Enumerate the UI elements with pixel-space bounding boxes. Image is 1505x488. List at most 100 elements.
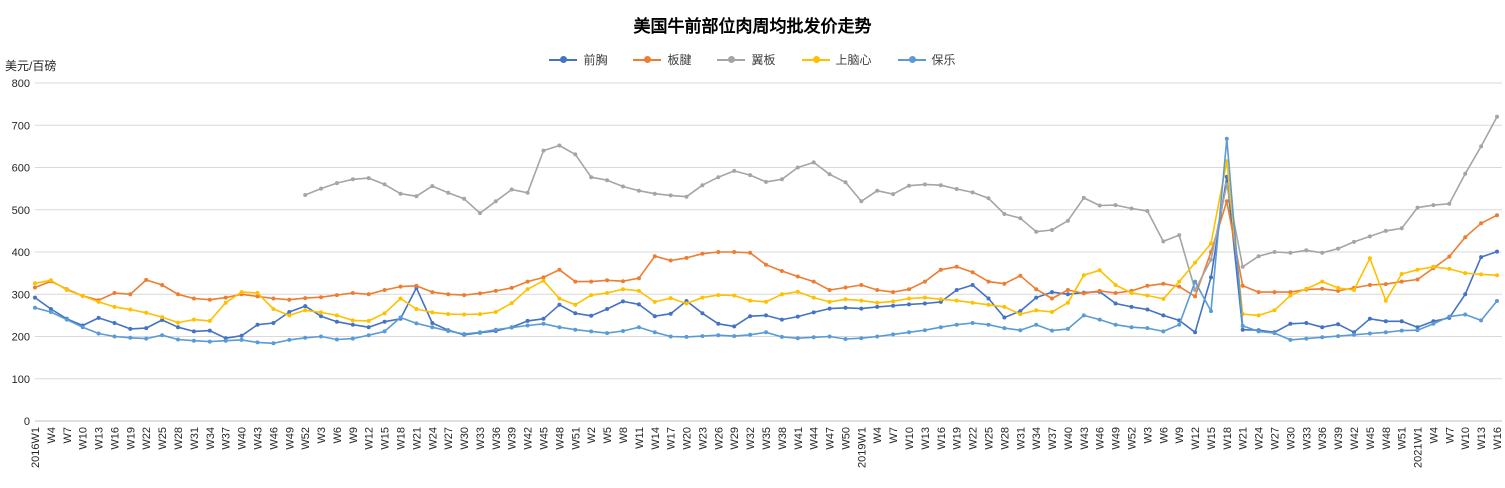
data-point xyxy=(779,269,784,273)
data-point xyxy=(144,326,149,331)
data-point xyxy=(652,254,657,259)
x-tick-label: W33 xyxy=(475,427,487,450)
data-point xyxy=(319,186,323,191)
data-point xyxy=(541,316,546,321)
data-point xyxy=(986,296,991,301)
data-point xyxy=(1034,322,1039,327)
data-point xyxy=(350,291,355,295)
data-point xyxy=(176,337,180,342)
data-point xyxy=(160,318,165,322)
data-point xyxy=(573,311,578,316)
data-point xyxy=(382,288,387,292)
data-point xyxy=(716,175,721,180)
data-point xyxy=(1272,290,1277,295)
x-tick-label: W27 xyxy=(1270,427,1282,450)
data-point xyxy=(954,264,959,269)
data-point xyxy=(1050,296,1054,301)
data-point xyxy=(334,319,339,324)
data-point xyxy=(478,291,482,296)
data-point xyxy=(1272,331,1277,336)
page-title: 美国牛前部位肉周均批发价走势 xyxy=(633,17,872,36)
data-point xyxy=(207,297,212,302)
data-point xyxy=(875,300,880,305)
data-point xyxy=(1034,229,1039,234)
x-tick-label: W28 xyxy=(173,427,185,450)
data-point xyxy=(1050,310,1054,314)
data-point xyxy=(716,293,721,298)
data-point xyxy=(970,300,975,305)
x-tick-label: W46 xyxy=(1095,427,1107,450)
data-point xyxy=(478,211,482,216)
data-point xyxy=(938,183,943,188)
x-tick-label: W3 xyxy=(316,427,328,444)
data-point xyxy=(1193,294,1198,299)
y-tick-label: 400 xyxy=(12,247,30,259)
x-tick-label: W12 xyxy=(364,427,376,450)
data-point xyxy=(1002,326,1007,331)
x-tick-label: W33 xyxy=(1301,427,1313,450)
data-point xyxy=(414,321,419,326)
data-point xyxy=(414,283,419,288)
x-tick-label: W23 xyxy=(697,427,709,450)
data-point xyxy=(1065,300,1070,305)
data-point xyxy=(827,299,832,304)
data-point xyxy=(1320,250,1325,255)
data-point xyxy=(1256,329,1261,334)
data-point xyxy=(922,295,927,300)
data-point xyxy=(303,193,308,197)
data-point xyxy=(112,291,117,295)
data-point xyxy=(764,262,768,267)
data-point xyxy=(668,296,673,301)
data-point xyxy=(1352,332,1356,337)
data-point xyxy=(1145,326,1150,331)
data-point xyxy=(223,295,228,300)
data-point xyxy=(96,331,101,336)
data-point xyxy=(1383,228,1388,233)
data-point xyxy=(764,179,768,184)
data-point xyxy=(1177,279,1182,284)
x-tick-label: W22 xyxy=(968,427,980,450)
data-point xyxy=(907,287,911,292)
data-point xyxy=(1256,254,1261,259)
data-point xyxy=(557,325,562,330)
data-point xyxy=(891,290,896,295)
data-point xyxy=(509,285,514,290)
data-point xyxy=(938,325,943,330)
data-point xyxy=(986,279,991,284)
data-point xyxy=(1463,235,1468,240)
data-point xyxy=(525,287,530,292)
data-point xyxy=(1193,279,1198,284)
data-point xyxy=(1288,337,1293,342)
data-point xyxy=(605,331,610,336)
x-tick-label: W10 xyxy=(904,427,916,450)
data-point xyxy=(589,329,594,334)
x-tick-label: W27 xyxy=(443,427,455,450)
data-point xyxy=(319,314,323,319)
data-point xyxy=(271,307,276,311)
x-tick-label: W4 xyxy=(1428,427,1440,444)
data-point xyxy=(1097,268,1102,273)
data-point xyxy=(938,297,943,302)
data-point xyxy=(1431,264,1436,269)
data-point xyxy=(160,315,165,320)
legend-item-3: 上脑心 xyxy=(801,51,872,68)
data-point xyxy=(859,306,864,311)
data-point xyxy=(843,180,848,185)
data-point xyxy=(1352,288,1356,292)
data-point xyxy=(1065,218,1070,223)
data-point xyxy=(509,325,514,330)
data-point xyxy=(493,288,498,293)
data-point xyxy=(1129,206,1134,211)
data-point xyxy=(80,293,85,298)
data-point xyxy=(398,315,403,320)
data-point xyxy=(48,307,53,311)
legend-label: 板腱 xyxy=(667,53,692,67)
y-tick-label: 300 xyxy=(12,289,30,301)
x-tick-label: W40 xyxy=(1063,427,1075,450)
data-point xyxy=(33,285,37,290)
x-tick-label: W35 xyxy=(761,427,773,450)
data-point xyxy=(1050,290,1054,295)
data-point xyxy=(875,288,880,292)
data-point xyxy=(1113,301,1118,306)
x-tick-label: W10 xyxy=(1460,427,1472,450)
